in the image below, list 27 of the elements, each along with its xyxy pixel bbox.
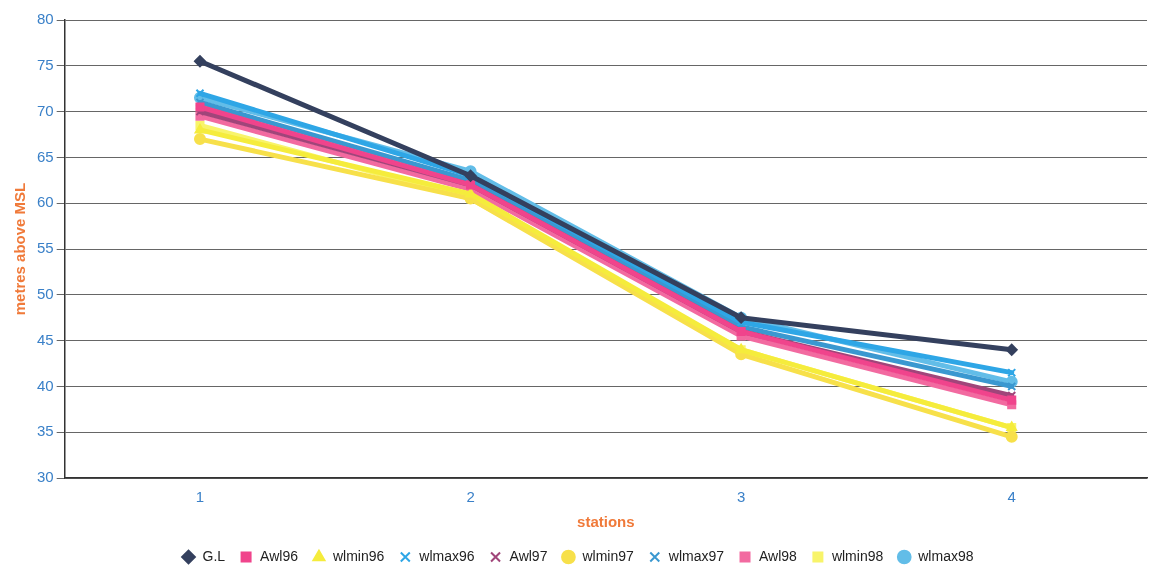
y-tick-label: 35 xyxy=(37,422,54,440)
x-tick-label: 1 xyxy=(195,488,205,506)
legend-label: wlmin98 xyxy=(830,547,884,564)
y-axis-title: metres above MSL xyxy=(11,182,29,316)
y-tick-label: 50 xyxy=(37,284,54,302)
legend-label: wlmax98 xyxy=(917,547,974,564)
y-tick-label: 55 xyxy=(37,239,54,257)
y-tick-label: 65 xyxy=(37,147,54,165)
x-tick-label: 4 xyxy=(1007,488,1016,506)
x-axis-title: stations xyxy=(577,513,635,531)
x-tick-label: 3 xyxy=(736,488,746,506)
legend-label: wlmax97 xyxy=(667,547,725,564)
x-tick-label: 2 xyxy=(466,488,475,506)
y-tick-label: 75 xyxy=(37,55,54,73)
legend-label: Awl98 xyxy=(759,547,798,564)
y-tick-label: 80 xyxy=(37,10,54,28)
y-tick-label: 30 xyxy=(37,468,54,486)
legend-label: Awl96 xyxy=(260,547,299,564)
legend-label: wlmin96 xyxy=(331,547,385,564)
legend-label: G.L xyxy=(202,547,226,564)
y-tick-label: 40 xyxy=(37,376,54,394)
y-tick-label: 60 xyxy=(37,193,54,211)
legend-label: wlmax96 xyxy=(418,547,475,564)
y-tick-label: 70 xyxy=(37,101,54,119)
legend-label: wlmin97 xyxy=(581,547,634,564)
legend-label: Awl97 xyxy=(509,547,548,564)
y-tick-label: 45 xyxy=(37,330,54,348)
